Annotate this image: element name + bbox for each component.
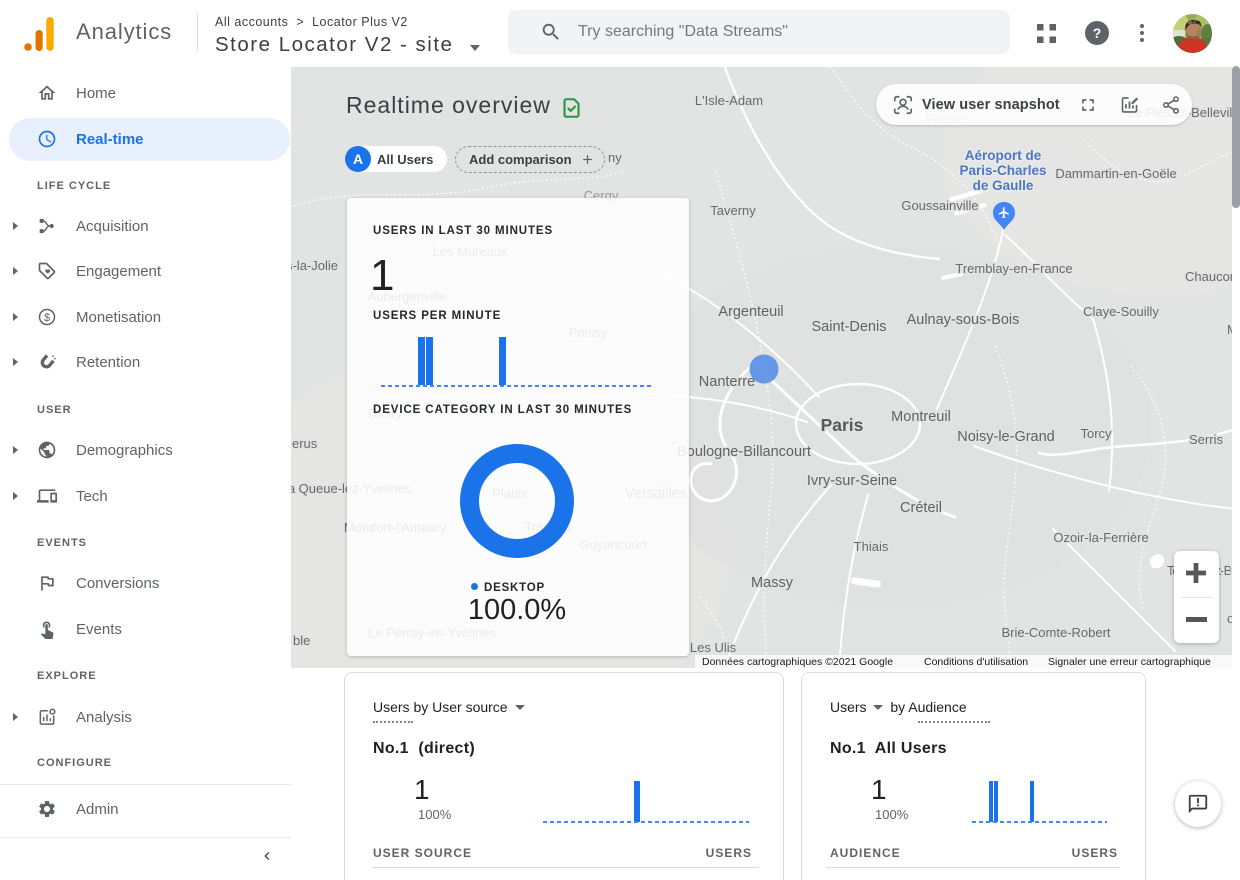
svg-text:Aéroport de: Aéroport de — [965, 148, 1042, 163]
svg-text:Paris-Charles: Paris-Charles — [959, 163, 1046, 178]
svg-text:Torcy: Torcy — [1080, 426, 1112, 441]
svg-text:Ivry-sur-Seine: Ivry-sur-Seine — [807, 473, 897, 489]
svg-text:Claye-Souilly: Claye-Souilly — [1083, 304, 1159, 319]
svg-text:Serris: Serris — [1189, 432, 1223, 447]
svg-text:Thiais: Thiais — [854, 539, 889, 554]
svg-text:Nanterre: Nanterre — [699, 374, 755, 390]
svg-text:Paris: Paris — [821, 415, 864, 435]
svg-text:ny: ny — [608, 150, 622, 165]
svg-text:Boulogne-Billancourt: Boulogne-Billancourt — [677, 444, 811, 460]
svg-text:Taverny: Taverny — [710, 203, 756, 218]
svg-text:Les Ulis: Les Ulis — [690, 640, 737, 655]
svg-text:Goussainville: Goussainville — [901, 198, 978, 213]
svg-text:Argenteuil: Argenteuil — [718, 304, 783, 320]
svg-text:Noisy-le-Grand: Noisy-le-Grand — [957, 429, 1055, 445]
svg-text:Chauconin-Neufmontiers: Chauconin-Neufmontiers — [1185, 269, 1232, 284]
svg-text:or: or — [1227, 611, 1232, 626]
svg-text:Dammartin-en-Goële: Dammartin-en-Goële — [1055, 166, 1176, 181]
svg-text:de Gaulle: de Gaulle — [973, 178, 1034, 193]
svg-text:ble: ble — [293, 633, 310, 648]
svg-text:Saint-Denis: Saint-Denis — [812, 319, 887, 335]
svg-text:Massy: Massy — [751, 575, 794, 591]
svg-text:Tremblay-en-France: Tremblay-en-France — [955, 261, 1072, 276]
svg-text:Montreuil: Montreuil — [891, 409, 951, 425]
svg-text:L'Isle-Adam: L'Isle-Adam — [695, 93, 763, 108]
svg-text:Mantes-la-Jolie: Mantes-la-Jolie — [291, 258, 338, 273]
svg-text:Créteil: Créteil — [900, 500, 942, 516]
svg-text:erus: erus — [292, 436, 318, 451]
svg-text:Ozoir-la-Ferrière: Ozoir-la-Ferrière — [1053, 530, 1148, 545]
svg-text:Marne: Marne — [1227, 322, 1232, 337]
svg-text:Brie-Comte-Robert: Brie-Comte-Robert — [1001, 625, 1110, 640]
svg-text:Aulnay-sous-Bois: Aulnay-sous-Bois — [907, 312, 1020, 328]
svg-text:$: $ — [44, 312, 50, 324]
